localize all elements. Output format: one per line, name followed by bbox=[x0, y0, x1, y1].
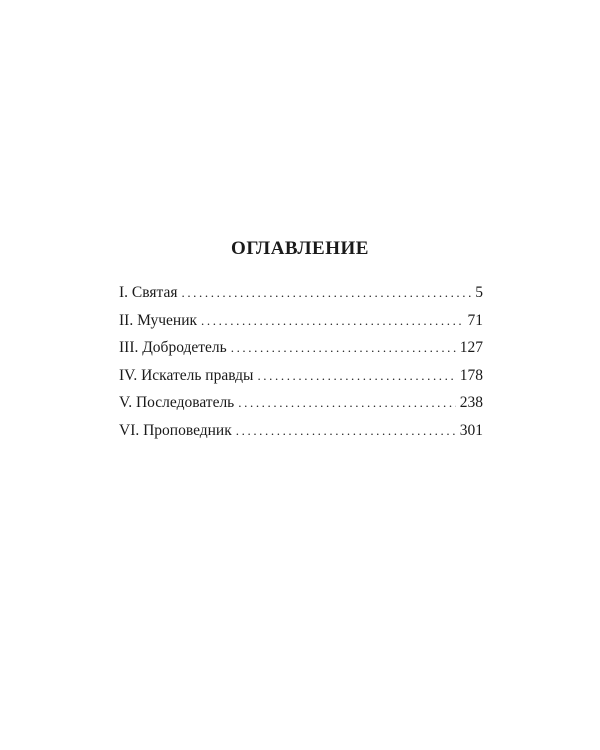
dot-leader: ........................................… bbox=[181, 285, 472, 300]
toc-entry-page: 5 bbox=[475, 284, 483, 301]
dot-leader: ........................................… bbox=[201, 312, 463, 328]
dot-leader: ........................................… bbox=[235, 422, 456, 438]
toc-entry-label: VI. Проповедник bbox=[119, 421, 232, 439]
toc-entry-page: 301 bbox=[459, 421, 483, 439]
dot-leader: ........................................… bbox=[238, 395, 455, 410]
toc-title: ОГЛАВЛЕНИЕ bbox=[231, 238, 369, 259]
toc-entry-page: 71 bbox=[467, 311, 484, 329]
toc-entry-label: IV. Искатель правды bbox=[119, 366, 254, 384]
toc-entry: III. Добродетель .......................… bbox=[119, 339, 483, 367]
toc-entry: II. Мученик ............................… bbox=[119, 312, 483, 340]
dot-leader: ........................................… bbox=[230, 340, 456, 355]
toc-entry: VI. Проповедник ........................… bbox=[119, 422, 483, 450]
toc-entry-label: II. Мученик bbox=[119, 311, 198, 329]
toc-entry: V. Последователь .......................… bbox=[119, 394, 483, 422]
toc-entry-page: 178 bbox=[459, 366, 483, 384]
toc-entry-label: I. Святая bbox=[119, 284, 178, 301]
toc-entry-page: 127 bbox=[459, 339, 483, 356]
toc-entry: IV. Искатель правды ....................… bbox=[119, 367, 483, 395]
dot-leader: ........................................… bbox=[257, 367, 456, 383]
toc-entry-label: III. Добродетель bbox=[119, 339, 227, 356]
toc-entry-page: 238 bbox=[459, 394, 483, 411]
table-of-contents: I. Святая ..............................… bbox=[119, 284, 483, 449]
toc-entry-label: V. Последователь bbox=[119, 394, 235, 411]
toc-entry: I. Святая ..............................… bbox=[119, 284, 483, 312]
